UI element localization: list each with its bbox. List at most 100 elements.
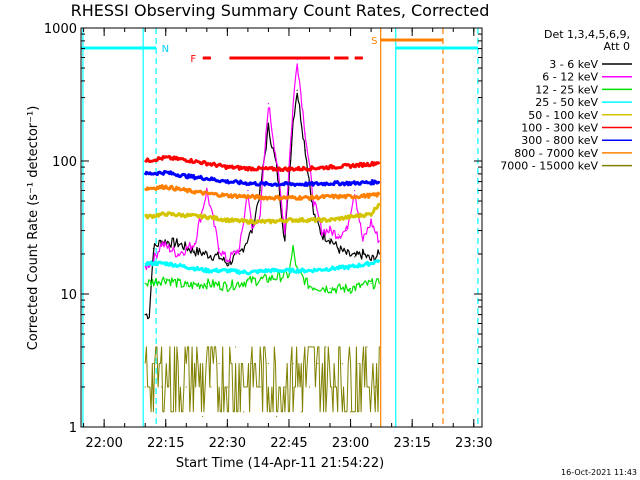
series-6-12-kev-point xyxy=(251,229,253,232)
legend-header: Att 0 xyxy=(604,40,630,53)
series-6-12-kev-point xyxy=(304,133,306,135)
legend-entry-label: 7000 - 15000 keV xyxy=(500,160,598,173)
series-12-25-kev xyxy=(144,244,380,294)
series-6-12-kev-point xyxy=(152,259,155,261)
series-7000-15000-kev-point xyxy=(243,411,245,413)
series-300-800-kev-point xyxy=(288,183,290,185)
series-50-100-kev-point xyxy=(308,219,311,221)
series-100-300-kev-point xyxy=(349,165,352,167)
series-3-6-kev-point xyxy=(193,250,196,252)
series-50-100-kev-point xyxy=(288,219,290,221)
series-3-6-kev-point xyxy=(148,314,150,316)
y-tick-label: 10 xyxy=(60,288,77,303)
series-7000-15000-kev-point xyxy=(325,346,327,348)
series-800-7000-kev-point xyxy=(308,197,311,199)
axis-ticks: 22:00 22:15 22:30 22:45 23:00 23:15 23:30 1 10 10… xyxy=(44,22,493,451)
series-300-800-kev xyxy=(143,169,381,187)
series-800-7000-kev-point xyxy=(329,195,331,198)
series-12-25-kev-point xyxy=(144,282,146,285)
series-7000-15000-kev-point xyxy=(161,386,163,388)
series-25-50-kev-line xyxy=(144,259,381,276)
series-50-100-kev-point xyxy=(226,219,228,221)
x-tick-label: 22:15 xyxy=(147,436,184,451)
series-6-12-kev-point xyxy=(354,189,356,192)
series-50-100-kev-point xyxy=(267,221,270,223)
series-7000-15000-kev-point xyxy=(341,362,343,365)
legend-entry-label: 800 - 7000 keV xyxy=(514,147,598,160)
legend-header: Det 1,3,4,5,6,9, xyxy=(544,28,630,41)
legend-entry-label: 6 - 12 keV xyxy=(542,71,598,84)
series-100-300-kev-point xyxy=(370,163,372,165)
series-25-50-kev-point xyxy=(165,262,167,264)
series-100-300-kev-point xyxy=(267,168,270,170)
series-300-800-kev-point xyxy=(165,171,167,174)
legend-entry-label: 100 - 300 keV xyxy=(521,122,598,135)
series-12-25-kev-line xyxy=(144,244,380,294)
series-300-800-kev-point xyxy=(308,183,311,185)
series-300-800-kev-point xyxy=(267,183,270,185)
series-25-50-kev-point xyxy=(144,262,146,264)
s-marker: S xyxy=(371,36,377,47)
series-3-6-kev-point xyxy=(226,262,228,264)
series-800-7000-kev-point xyxy=(370,194,372,197)
series-800-7000-kev-point xyxy=(144,188,146,190)
series-6-12-kev-point xyxy=(370,221,372,223)
x-tick-label: 22:30 xyxy=(209,436,246,451)
series-7000-15000-kev-point xyxy=(218,362,220,365)
series-3-6-kev-point xyxy=(267,126,270,128)
series-50-100-kev-point xyxy=(370,213,372,215)
series-7000-15000-kev xyxy=(144,346,380,418)
series-50-100-kev-point xyxy=(185,214,187,216)
x-axis-label: Start Time (14-Apr-11 21:54:22) xyxy=(176,456,384,471)
series-50-100-kev-point xyxy=(206,216,208,218)
series-7000-15000-kev-point xyxy=(185,386,187,388)
y-tick-label: 1 xyxy=(69,421,77,436)
series-800-7000-kev-point xyxy=(349,195,352,198)
x-tick-label: 23:15 xyxy=(393,436,430,451)
series-7000-15000-kev-point xyxy=(378,346,380,348)
x-tick-label: 22:45 xyxy=(270,436,307,451)
series-6-12-kev xyxy=(144,58,380,271)
series-7000-15000-kev-point xyxy=(349,411,352,413)
series-100-300-kev-point xyxy=(288,168,290,170)
series-3-6-kev-point xyxy=(296,89,298,91)
series-300-800-kev-point xyxy=(206,177,208,179)
series-25-50-kev-point xyxy=(378,259,380,261)
legend-entry-label: 3 - 6 keV xyxy=(549,58,598,71)
series-3-6-kev-point xyxy=(206,253,208,255)
series-12-25-kev-point xyxy=(329,287,331,290)
series-7000-15000-kev-point xyxy=(317,362,319,365)
series-7000-15000-kev-point xyxy=(152,362,155,365)
series-25-50-kev-point xyxy=(329,268,331,270)
series-6-12-kev-point xyxy=(292,105,294,107)
series-12-25-kev-point xyxy=(288,273,290,276)
series-12-25-kev-point xyxy=(370,282,372,285)
series-6-12-kev-point xyxy=(218,247,220,250)
y-tick-label: 1000 xyxy=(44,22,77,37)
series-50-100-kev-point xyxy=(378,202,380,204)
series-3-6-kev-point xyxy=(276,166,278,168)
series-100-300-kev-point xyxy=(144,160,146,162)
series-300-800-kev-line xyxy=(143,169,381,187)
series-300-800-kev-point xyxy=(185,175,187,177)
series-7000-15000-kev-point xyxy=(202,415,204,418)
series-3-6-kev-point xyxy=(152,247,155,250)
series-6-12-kev-point xyxy=(239,247,241,250)
series-6-12-kev-point xyxy=(193,242,196,245)
series-6-12-kev-point xyxy=(259,213,261,215)
series-800-7000-kev xyxy=(144,184,381,201)
legend-entry-label: 300 - 800 keV xyxy=(521,134,598,147)
series-100-300-kev-line xyxy=(144,154,381,173)
f-marker: F xyxy=(190,54,196,65)
x-tick-label: 22:00 xyxy=(85,436,122,451)
series-100-300-kev-point xyxy=(185,159,187,161)
series-6-12-kev-line xyxy=(144,63,380,271)
series-25-50-kev-point xyxy=(308,269,311,272)
series-7000-15000-kev-point xyxy=(259,386,261,388)
series-100-300-kev xyxy=(144,154,381,173)
series-6-12-kev-point xyxy=(378,240,380,242)
series-300-800-kev-point xyxy=(144,173,146,175)
x-tick-label: 23:00 xyxy=(332,436,369,451)
series-7000-15000-kev-point xyxy=(234,346,237,348)
